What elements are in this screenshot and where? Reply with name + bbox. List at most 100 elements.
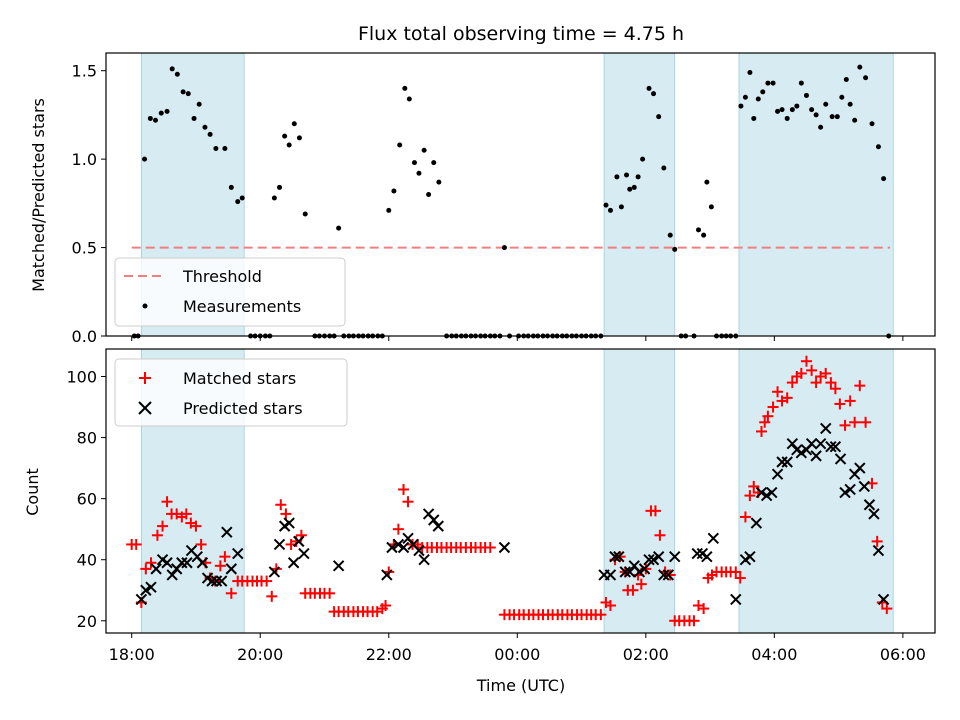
matched-star-point [219,551,231,563]
matched-star-point [834,398,846,410]
predicted-star-point [658,569,670,581]
measurement-point [624,172,630,178]
predicted-star-point [834,453,847,465]
predicted-star-point [135,593,148,606]
matched-star-point [688,615,700,627]
x-b [825,441,837,453]
predicted-star-point [766,486,778,499]
x-b [145,581,157,593]
measurement-point [296,135,302,141]
x-b [428,514,440,526]
measurement-point [852,117,858,123]
matched-star-point [214,560,226,572]
matched-star-point [839,419,851,431]
measurement-point [391,188,397,194]
measurement-point [818,124,824,130]
legend-measurements-swatch [142,303,148,309]
top-legend-box [114,257,346,327]
top-y-label: Matched/Predicted stars [29,98,48,292]
predicted-star-point [750,517,763,529]
bottom-panel: 20 40 60 80 100 18:00 20:00 22:00 00:00 02:00 04:… [23,348,936,695]
predicted-star-point [810,450,822,462]
predicted-star-point [795,447,808,459]
x-b [287,557,300,569]
x-b [652,550,665,563]
measurement-point [839,94,845,100]
measurement-point [431,160,437,166]
measurement-point [213,146,219,152]
matched-star-point [161,496,173,508]
measurement-point [760,89,766,95]
y-tick-label: 0.0 [72,327,97,346]
predicted-star-point [428,514,440,526]
bottom-y-label: Count [23,468,42,516]
matched-star-point [627,584,639,596]
matched-star-point [739,511,751,523]
x-b [392,538,405,551]
matched-star-point [825,377,837,389]
matched-star-point [820,367,832,379]
matched-star-point [195,538,207,550]
measurement-point [618,204,624,210]
measurement-point [436,179,442,185]
x-b [863,499,876,511]
measurement-point [843,77,849,83]
measurement-point [640,156,646,162]
predicted-star-point [701,550,713,563]
predicted-star-point [829,441,842,453]
x-b [402,532,414,545]
x-b [206,575,218,587]
x-b [422,508,435,520]
predicted-star-point [150,563,162,575]
matched-star-point [280,508,292,520]
predicted-star-point [381,569,393,581]
predicted-star-point [643,554,655,566]
measurement-point [271,195,277,201]
measurement-point [202,124,208,130]
predicted-star-point [854,462,866,474]
predicted-star-point [844,483,856,496]
matched-star-point [398,483,410,495]
measurement-point [747,69,753,75]
predicted-star-point [805,437,818,450]
measurement-point [809,107,815,113]
x-b [283,517,295,529]
bottom-x-ticks: 18:00 20:00 22:00 00:00 02:00 04:00 06:00 [109,633,926,664]
x-b [232,547,244,560]
x-b [413,544,425,557]
measurement-point [286,142,292,148]
x-b [156,554,169,566]
measurement-point [607,207,613,213]
x-b [166,569,178,581]
predicted-star-point [858,480,871,493]
x-b [201,572,214,584]
legend-measurements-label: Measurements [183,297,301,316]
x-b [829,441,842,453]
measurement-point [765,80,771,86]
top-y-ticks: 0.0 0.5 1.0 1.5 [72,62,106,346]
x-b [185,544,198,557]
measurement-point [857,64,863,70]
x-b [858,480,871,493]
measurement-point [770,80,776,86]
measurement-point [501,245,507,251]
predicted-star-point [863,499,876,511]
x-b [181,557,193,569]
bottom-axes-frame [105,348,936,634]
predicted-star-point [609,550,621,563]
matched-star-point [266,590,278,602]
predicted-star-point [820,422,832,435]
measurement-point [742,94,748,100]
x-b [418,554,430,566]
matched-star-point [157,520,169,532]
x-b [781,456,793,468]
predicted-star-point [206,575,218,587]
predicted-star-point [760,489,773,502]
matched-star-point [849,416,861,428]
predicted-star-point [181,557,193,569]
matched-star-point [781,392,793,404]
matched-star-point [402,496,414,508]
measurement-point [794,103,800,109]
measurement-point [813,112,819,118]
predicted-star-point [145,581,157,593]
